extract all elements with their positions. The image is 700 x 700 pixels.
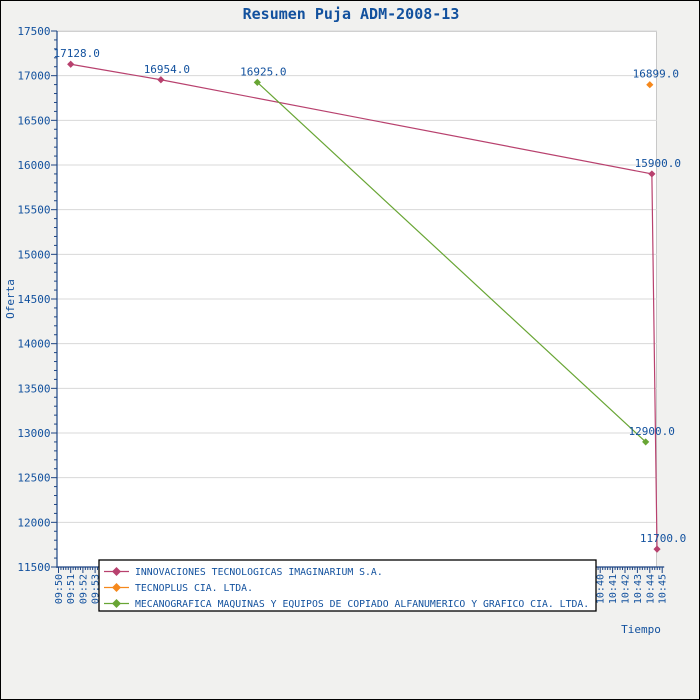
- series-mecanografica: 16925.0 12900.0: [240, 65, 675, 446]
- y-tick-label: 15000: [17, 248, 50, 261]
- legend-item: INNOVACIONES TECNOLOGICAS IMAGINARIUM S.…: [104, 567, 383, 578]
- x-tick-label: 10:42: [621, 574, 632, 604]
- series-innovaciones: 17128.0 16954.0 15900.0 11700.0: [54, 47, 686, 553]
- legend-item: MECANOGRAFICA MAQUINAS Y EQUIPOS DE COPI…: [104, 599, 589, 610]
- y-tick-label: 12500: [17, 472, 50, 485]
- y-tick-label: 16500: [17, 114, 50, 127]
- legend-label: TECNOPLUS CIA. LTDA.: [135, 583, 253, 594]
- point-label: 16954.0: [144, 63, 190, 76]
- y-tick-label: 17000: [17, 70, 50, 83]
- y-tick-label: 13500: [17, 382, 50, 395]
- x-tick-label: 09:53: [91, 574, 102, 604]
- point-marker: [67, 60, 75, 68]
- y-tick-label: 17500: [17, 25, 50, 38]
- x-tick-label: 10:41: [608, 574, 619, 604]
- x-tick-label: 10:43: [633, 574, 644, 604]
- y-tick-label: 13000: [17, 427, 50, 440]
- y-tick-label: 11500: [17, 561, 50, 574]
- series-line: [256, 81, 647, 443]
- point-label: 12900.0: [628, 425, 674, 438]
- point-marker: [653, 545, 661, 553]
- y-tick-label: 14000: [17, 338, 50, 351]
- legend: INNOVACIONES TECNOLOGICAS IMAGINARIUM S.…: [98, 559, 597, 612]
- y-tick-label: 14500: [17, 293, 50, 306]
- point-marker: [642, 438, 650, 446]
- x-tick-label: 10:40: [596, 574, 607, 604]
- point-label: 17128.0: [54, 47, 100, 60]
- y-tick-label: 12000: [17, 516, 50, 529]
- point-marker: [157, 76, 165, 84]
- point-marker: [648, 170, 656, 178]
- point-marker: [646, 81, 654, 89]
- legend-box: [98, 559, 597, 612]
- chart-title: Resumen Puja ADM-2008-13: [243, 5, 460, 23]
- y-axis: 11500 12000 12500 13000 13500 14000 14500 15000…: [4, 25, 58, 574]
- legend-marker: [112, 567, 121, 576]
- point-marker: [253, 78, 261, 86]
- y-tick-label: 16000: [17, 159, 50, 172]
- x-axis-title: Tiempo: [621, 623, 661, 636]
- legend-marker: [112, 599, 121, 608]
- series-tecnoplus: 16899.0: [633, 68, 679, 89]
- y-axis-title: Oferta: [4, 279, 17, 319]
- x-tick-label: 09:51: [66, 574, 77, 604]
- legend-item: TECNOPLUS CIA. LTDA.: [104, 583, 253, 594]
- gridlines: [57, 30, 657, 523]
- x-tick-label: 09:50: [54, 574, 65, 604]
- point-label: 15900.0: [635, 157, 681, 170]
- series-line: [70, 63, 658, 550]
- x-tick-label: 09:52: [78, 574, 89, 604]
- point-label: 16899.0: [633, 68, 679, 81]
- x-tick-label: 10:45: [658, 574, 669, 604]
- y-tick-label: 15500: [17, 204, 50, 217]
- point-label: 16925.0: [240, 65, 286, 78]
- point-label: 11700.0: [640, 532, 686, 545]
- legend-label: MECANOGRAFICA MAQUINAS Y EQUIPOS DE COPI…: [135, 599, 589, 610]
- legend-label: INNOVACIONES TECNOLOGICAS IMAGINARIUM S.…: [135, 567, 383, 578]
- x-tick-label: 10:44: [645, 574, 656, 604]
- legend-marker: [112, 583, 121, 592]
